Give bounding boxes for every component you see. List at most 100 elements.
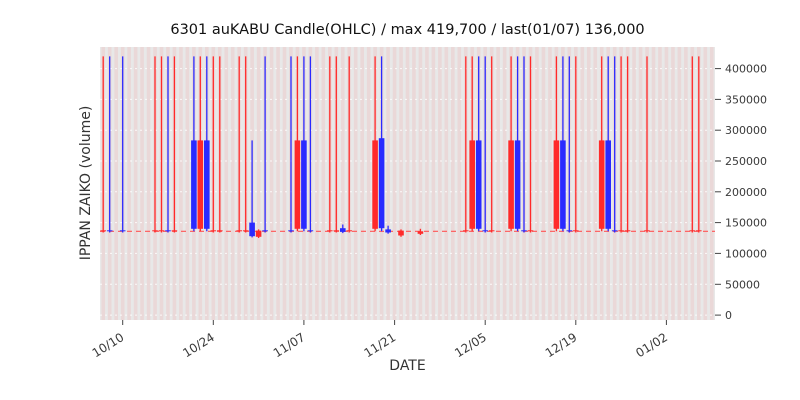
candle-body xyxy=(475,140,482,229)
candle-body xyxy=(521,230,527,232)
day-stripe xyxy=(179,47,183,320)
candle-body xyxy=(333,230,340,232)
day-stripe xyxy=(535,47,539,320)
day-stripe xyxy=(133,47,138,320)
day-stripe xyxy=(651,47,656,320)
candle-body xyxy=(165,230,171,232)
candle-body xyxy=(327,230,333,232)
candle-body xyxy=(106,230,113,232)
day-stripe xyxy=(444,47,449,320)
y-tick-label: 400000 xyxy=(725,63,767,76)
candle-body xyxy=(255,230,262,237)
candle-body xyxy=(197,140,204,229)
day-stripe xyxy=(638,47,643,320)
candle-body xyxy=(689,230,696,232)
day-stripe xyxy=(360,47,364,320)
candle-body xyxy=(618,230,624,232)
day-stripe xyxy=(677,47,682,320)
candle-body xyxy=(372,140,378,229)
candle-body xyxy=(204,140,210,229)
day-stripe xyxy=(457,47,462,320)
candle-body xyxy=(696,230,702,232)
day-stripe xyxy=(425,47,429,320)
candle-body xyxy=(346,230,352,232)
x-tick-label: 10/24 xyxy=(180,330,217,360)
candle-body xyxy=(249,222,255,237)
candle-body xyxy=(469,140,475,229)
candle-body xyxy=(611,230,618,232)
day-stripe xyxy=(451,47,455,320)
candle-body xyxy=(553,140,560,229)
day-stripe xyxy=(671,47,675,320)
candle-body xyxy=(191,140,197,229)
day-stripe xyxy=(353,47,358,320)
y-tick-label: 0 xyxy=(725,309,732,322)
candle-body xyxy=(171,230,178,232)
day-stripe xyxy=(703,47,708,320)
candle-body xyxy=(598,140,605,229)
y-tick-label: 250000 xyxy=(725,155,767,168)
day-stripe xyxy=(269,47,274,320)
day-stripe xyxy=(224,47,229,320)
x-tick-label: 12/05 xyxy=(452,330,489,360)
candle-body xyxy=(262,230,268,232)
day-stripe xyxy=(321,47,326,320)
y-tick-label: 200000 xyxy=(725,186,767,199)
candle-body xyxy=(301,140,307,229)
candle-body xyxy=(152,230,158,232)
day-stripe xyxy=(412,47,416,320)
candle-body xyxy=(644,230,650,232)
candle-body xyxy=(398,230,404,236)
candle-body xyxy=(385,229,391,233)
candle-body xyxy=(210,230,217,232)
day-stripe xyxy=(431,47,436,320)
day-stripe xyxy=(340,47,345,320)
day-stripe xyxy=(593,47,598,320)
day-stripe xyxy=(315,47,319,320)
x-axis-label: DATE xyxy=(389,358,426,374)
x-tick-label: 11/21 xyxy=(362,330,399,360)
y-tick-label: 50000 xyxy=(725,278,760,291)
candle-body xyxy=(158,230,165,232)
day-stripe xyxy=(418,47,423,320)
candle-body xyxy=(514,140,521,229)
day-stripe xyxy=(256,47,261,320)
x-tick-label: 11/07 xyxy=(271,330,308,360)
x-tick-label: 12/19 xyxy=(543,330,580,360)
y-tick-label: 300000 xyxy=(725,124,767,137)
candle-body xyxy=(527,230,534,232)
chart-title: 6301 auKABU Candle(OHLC) / max 419,700 /… xyxy=(170,22,645,38)
day-stripe xyxy=(392,47,397,320)
day-stripe xyxy=(541,47,546,320)
x-tick-label: 01/02 xyxy=(633,330,670,360)
y-tick-label: 350000 xyxy=(725,93,767,106)
y-tick-label: 150000 xyxy=(725,217,767,230)
candle-body xyxy=(236,230,242,232)
day-stripe xyxy=(405,47,410,320)
candle-body xyxy=(378,138,385,229)
candle-body xyxy=(242,230,249,232)
day-stripe xyxy=(146,47,151,320)
candle-body xyxy=(560,140,566,229)
candle-body xyxy=(288,230,294,232)
candle-body xyxy=(624,230,631,232)
candle-body xyxy=(307,230,314,232)
day-stripe xyxy=(632,47,636,320)
candle-body xyxy=(340,228,346,232)
candle-body xyxy=(217,230,223,232)
day-stripe xyxy=(658,47,662,320)
candle-body xyxy=(573,230,579,232)
candle-body xyxy=(294,140,301,229)
candle-body xyxy=(119,230,126,232)
day-stripe xyxy=(140,47,144,320)
day-stripe xyxy=(282,47,287,320)
day-stripe xyxy=(127,47,131,320)
day-stripe xyxy=(496,47,500,320)
day-stripe xyxy=(548,47,552,320)
candle-body xyxy=(482,230,488,232)
y-axis-label: IPPAN ZAIKO (volume) xyxy=(78,105,94,261)
day-stripe xyxy=(684,47,688,320)
candle-body xyxy=(100,230,106,232)
candle-body xyxy=(463,230,469,232)
